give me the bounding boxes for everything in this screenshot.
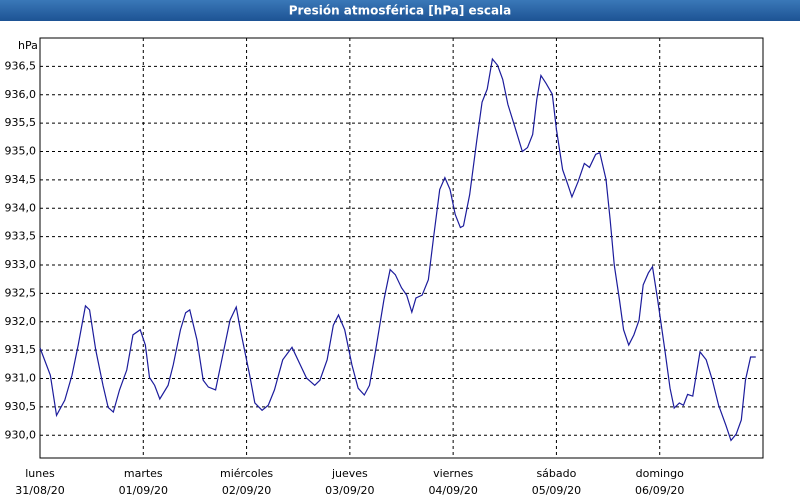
x-tick-label: lunes — [25, 467, 55, 480]
x-tick-date: 05/09/20 — [532, 484, 581, 497]
x-tick-label: viernes — [433, 467, 473, 480]
x-tick-date: 31/08/20 — [15, 484, 64, 497]
x-tick-date: 04/09/20 — [428, 484, 477, 497]
y-tick-label: 936,5 — [5, 59, 37, 72]
x-tick-label: miércoles — [220, 467, 273, 480]
plot-area — [39, 37, 764, 459]
x-tick-date: 01/09/20 — [119, 484, 168, 497]
x-tick-label: sábado — [536, 467, 576, 480]
y-tick-label: 931,5 — [5, 343, 37, 356]
x-tick-date: 02/09/20 — [222, 484, 271, 497]
y-tick-label: 934,5 — [5, 173, 37, 186]
x-tick-label: jueves — [331, 467, 368, 480]
y-tick-label: 932,0 — [5, 315, 37, 328]
x-tick-date: 06/09/20 — [635, 484, 684, 497]
y-tick-label: 933,5 — [5, 230, 37, 243]
y-unit: hPa — [18, 39, 38, 52]
y-tick-label: 935,5 — [5, 116, 37, 129]
y-tick-label: 930,0 — [5, 428, 37, 441]
x-tick-date: 03/09/20 — [325, 484, 374, 497]
y-tick-label: 934,0 — [5, 201, 37, 214]
y-tick-label: 932,5 — [5, 286, 37, 299]
y-tick-label: 931,0 — [5, 372, 37, 385]
y-tick-label: 935,0 — [5, 145, 37, 158]
chart-title: Presión atmosférica [hPa] escala — [289, 4, 512, 18]
y-tick-label: 930,5 — [5, 400, 37, 413]
y-tick-label: 936,0 — [5, 88, 37, 101]
x-tick-label: martes — [124, 467, 163, 480]
data-line — [39, 57, 756, 442]
x-tick-label: domingo — [636, 467, 684, 480]
title-bar — [0, 0, 800, 21]
y-tick-label: 933,0 — [5, 258, 37, 271]
